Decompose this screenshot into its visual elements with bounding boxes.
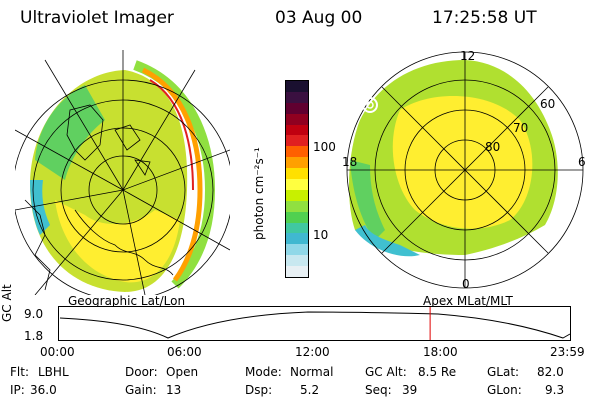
glon-value: 9.3 bbox=[545, 383, 565, 397]
ip-label: IP: bbox=[10, 383, 25, 397]
colorbar-segment bbox=[286, 189, 308, 201]
mlat-label-60: 60 bbox=[540, 97, 555, 111]
emission-green bbox=[35, 85, 105, 180]
apex-emission-yellow bbox=[392, 96, 533, 229]
door-value: Open bbox=[166, 365, 199, 379]
timeline-xtick-2359: 23:59 bbox=[550, 345, 585, 359]
glat-value: 82.0 bbox=[537, 365, 564, 379]
colorbar-segment bbox=[286, 157, 308, 169]
instrument-title: Ultraviolet Imager bbox=[20, 8, 174, 28]
colorbar-segment bbox=[286, 124, 308, 136]
mlt-label-18: 18 bbox=[342, 155, 357, 169]
geographic-image bbox=[15, 50, 230, 295]
time-label: 17:25:58 UT bbox=[432, 8, 537, 28]
timeline-ytick-top: 9.0 bbox=[24, 307, 44, 321]
gain-label: Gain: bbox=[125, 383, 157, 397]
coastline-america bbox=[24, 199, 51, 291]
altitude-curve bbox=[59, 311, 571, 339]
colorbar-segment bbox=[286, 244, 308, 256]
mlt-label-0: 0 bbox=[462, 277, 470, 291]
colorbar-segment bbox=[286, 102, 308, 114]
timeline-ytick-bottom: 1.8 bbox=[24, 329, 44, 343]
right-panel-label: Apex MLat/MLT bbox=[423, 294, 513, 308]
dayside-arc bbox=[141, 67, 203, 282]
apex-image: 12 18 6 0 60 70 80 bbox=[342, 50, 586, 291]
timeline-xtick-0600: 06:00 bbox=[167, 345, 202, 359]
coastline-greenland bbox=[66, 104, 104, 161]
colorbar-segment bbox=[286, 168, 308, 180]
colorbar-segment bbox=[286, 91, 308, 103]
colorbar-segment bbox=[286, 135, 308, 147]
coastline-eurasia bbox=[74, 209, 174, 276]
colorbar-segment bbox=[286, 255, 308, 267]
glat-label: GLat: bbox=[487, 365, 520, 379]
glon-label: GLon: bbox=[487, 383, 522, 397]
date-label: 03 Aug 00 bbox=[275, 8, 363, 28]
left-panel-label: Geographic Lat/Lon bbox=[68, 294, 186, 308]
mode-label: Mode: bbox=[245, 365, 282, 379]
timeline-xtick-1200: 12:00 bbox=[295, 345, 330, 359]
colorbar-segment bbox=[286, 146, 308, 158]
ip-value: 36.0 bbox=[30, 383, 57, 397]
flt-label: Flt: bbox=[10, 365, 29, 379]
mlat-label-70: 70 bbox=[513, 121, 528, 135]
emission-cyan bbox=[30, 180, 50, 235]
mlt-label-6: 6 bbox=[578, 155, 586, 169]
gcalt-label: GC Alt: bbox=[365, 365, 407, 379]
colorbar-segment bbox=[286, 179, 308, 190]
colorbar-segment bbox=[286, 266, 308, 278]
colorbar-tick-100: 100 bbox=[313, 140, 336, 154]
gain-value: 13 bbox=[166, 383, 182, 397]
timeline-axis-label: GC Alt bbox=[0, 284, 14, 322]
colorbar-segment bbox=[286, 211, 308, 223]
colorbar-unit-label: photon cm⁻²s⁻¹ bbox=[252, 147, 266, 240]
timeline-plot bbox=[58, 306, 571, 341]
mlt-label-12: 12 bbox=[460, 50, 475, 63]
colorbar-segment bbox=[286, 200, 308, 212]
flt-value: LBHL bbox=[38, 365, 69, 379]
apex-emission-green bbox=[350, 160, 385, 240]
colorbar-segment bbox=[286, 113, 308, 125]
seq-value: 39 bbox=[402, 383, 418, 397]
dayside-arc-outer bbox=[133, 60, 216, 289]
timeline-xtick-0000: 00:00 bbox=[40, 345, 75, 359]
door-label: Door: bbox=[125, 365, 158, 379]
gcalt-value: 8.5 Re bbox=[418, 365, 457, 379]
colorbar-tick-10: 10 bbox=[313, 228, 329, 242]
mode-value: Normal bbox=[290, 365, 334, 379]
seq-label: Seq: bbox=[365, 383, 392, 397]
dsp-label: Dsp: bbox=[245, 383, 273, 397]
timeline-xtick-1800: 18:00 bbox=[423, 345, 458, 359]
apex-emission-cyan bbox=[355, 225, 420, 257]
colorbar-segment bbox=[286, 222, 308, 234]
colorbar-segment bbox=[286, 81, 308, 92]
dayside-arc-core bbox=[149, 79, 194, 191]
mlat-label-80: 80 bbox=[485, 140, 500, 154]
colorbar bbox=[285, 80, 309, 278]
coastline-islands bbox=[114, 124, 151, 176]
emission-yellow bbox=[55, 200, 180, 283]
dsp-value: 5.2 bbox=[300, 383, 320, 397]
colorbar-segment bbox=[286, 233, 308, 245]
